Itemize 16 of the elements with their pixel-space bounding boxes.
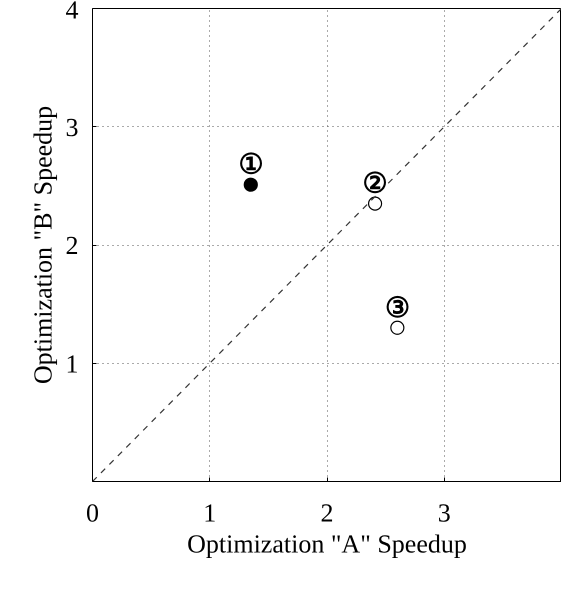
x-tick-label: 2 xyxy=(320,498,334,528)
x-tick-label: 0 xyxy=(86,498,99,528)
y-axis-title: Optimization "B" Speedup xyxy=(28,106,58,384)
y-tick-label: 1 xyxy=(66,349,78,378)
annotation: ③ xyxy=(384,290,410,324)
y-tick-label: 4 xyxy=(66,0,78,24)
point xyxy=(244,178,258,192)
point xyxy=(390,320,404,335)
x-tick-label: 3 xyxy=(438,498,451,528)
x-tick-label: 1 xyxy=(203,498,216,528)
annotation: ① xyxy=(238,148,264,181)
x-axis-title: Optimization "A" Speedup xyxy=(187,530,467,558)
annotation: ② xyxy=(362,166,388,200)
y-tick-label: 2 xyxy=(66,231,78,260)
point xyxy=(368,196,382,211)
y-tick-label: 3 xyxy=(66,112,78,142)
